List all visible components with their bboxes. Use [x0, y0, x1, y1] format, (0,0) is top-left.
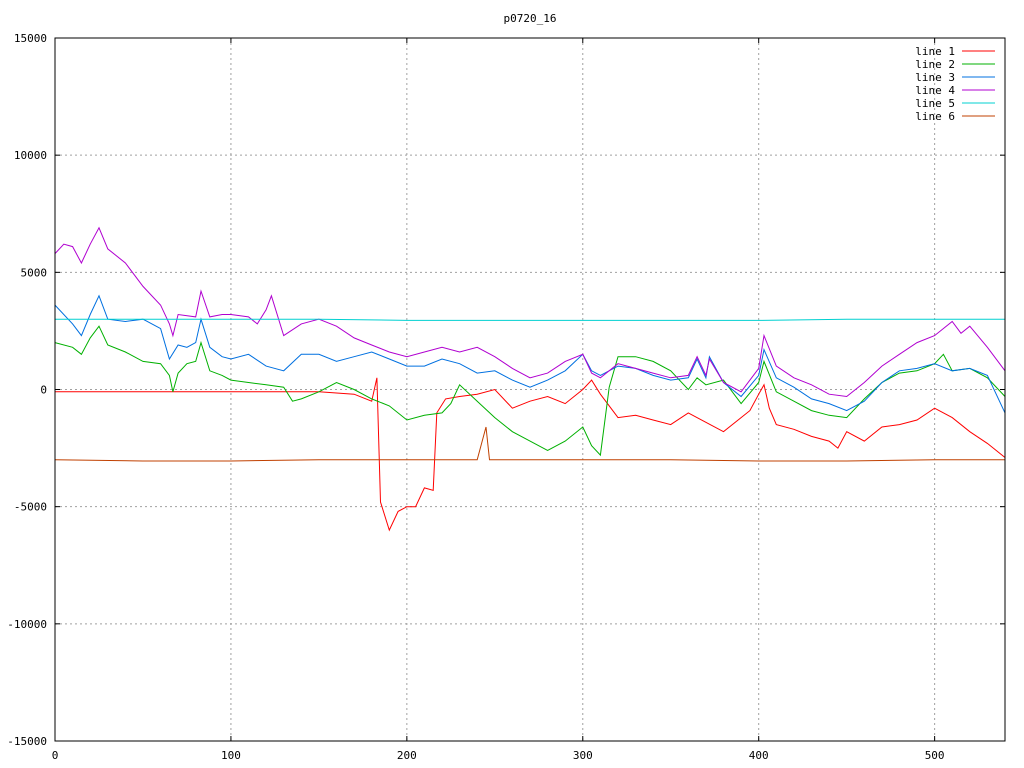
axis-ticks: 0 100 200 300 400 500 -15000 -10000 -5000 0 5000 10…: [7, 32, 1005, 762]
legend-label-4: line 4: [915, 84, 955, 97]
y-tick-label: 5000: [21, 266, 48, 279]
y-tick-label: -5000: [14, 501, 47, 514]
legend-label-1: line 1: [915, 45, 955, 58]
x-tick-label: 100: [221, 749, 241, 762]
series-group: [54, 226, 1006, 532]
legend-label-6: line 6: [915, 110, 955, 123]
series-line-5: [55, 318, 1005, 321]
legend-label-3: line 3: [915, 71, 955, 84]
x-tick-label: 200: [397, 749, 417, 762]
y-tick-label: 10000: [14, 149, 47, 162]
x-tick-label: 0: [52, 749, 59, 762]
legend-label-5: line 5: [915, 97, 955, 110]
x-tick-label: 300: [573, 749, 593, 762]
y-tick-label: -15000: [7, 735, 47, 748]
series-line-3: [54, 294, 1006, 414]
series-line-1: [55, 377, 1006, 532]
series-line-4: [54, 226, 1006, 398]
y-tick-label: 15000: [14, 32, 47, 45]
series-line-6: [54, 426, 1005, 462]
series-line-2: [54, 325, 1006, 457]
y-tick-label: -10000: [7, 618, 47, 631]
legend-label-2: line 2: [915, 58, 955, 71]
chart-title: p0720_16: [504, 12, 557, 25]
x-tick-label: 500: [925, 749, 945, 762]
y-tick-label: 0: [40, 384, 47, 397]
grid: [55, 38, 1005, 741]
x-tick-label: 400: [749, 749, 769, 762]
